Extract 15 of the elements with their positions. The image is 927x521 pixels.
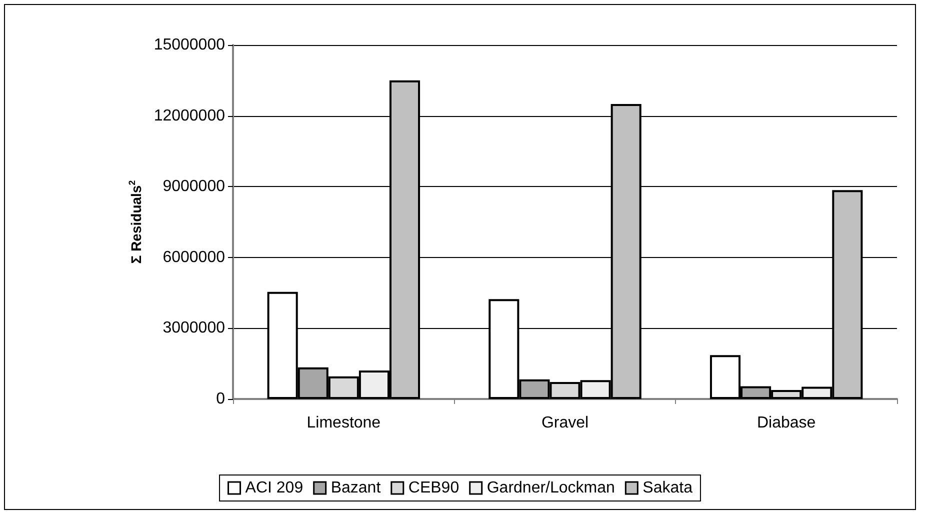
- legend-label: ACI 209: [245, 480, 304, 496]
- legend-label: Gardner/Lockman: [486, 480, 615, 496]
- y-tick-label: 0: [216, 390, 226, 408]
- y-tick-label: 15000000: [154, 36, 226, 54]
- legend-label: CEB90: [408, 480, 460, 496]
- x-tick-label: Gravel: [541, 414, 589, 432]
- y-tick-label: 6000000: [162, 248, 226, 266]
- y-tick-label: 12000000: [154, 107, 226, 124]
- y-tick-label: 9000000: [162, 178, 226, 196]
- y-tick-label: 3000000: [162, 320, 226, 337]
- legend-label: Sakata: [642, 480, 693, 496]
- x-tick-label: Limestone: [306, 414, 381, 432]
- y-axis-title: Σ Residuals2: [126, 180, 144, 264]
- legend-label: Bazant: [330, 480, 382, 496]
- x-tick-label: Diabase: [756, 414, 816, 432]
